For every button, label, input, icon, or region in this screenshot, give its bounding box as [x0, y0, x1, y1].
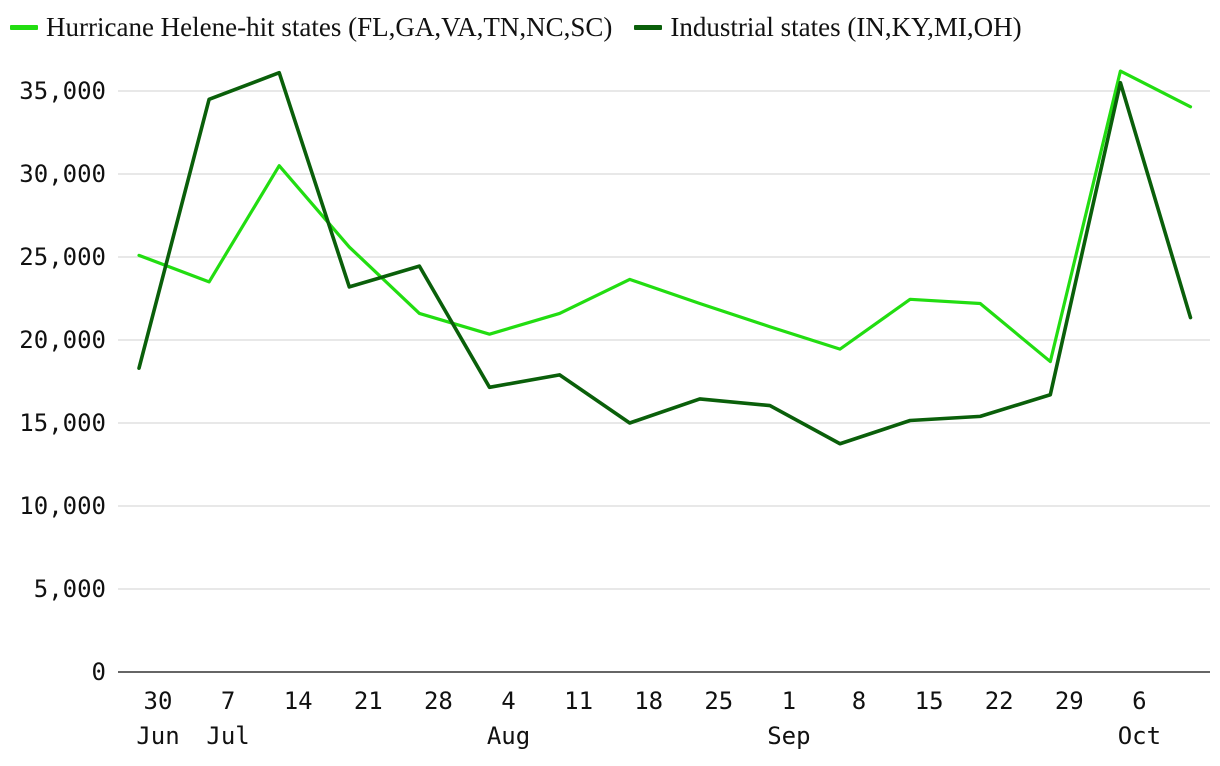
legend: Hurricane Helene-hit states (FL,GA,VA,TN…	[10, 12, 1044, 43]
y-tick-label: 5,000	[34, 575, 106, 603]
y-tick-label: 30,000	[19, 160, 106, 188]
legend-item-industrial: Industrial states (IN,KY,MI,OH)	[634, 12, 1022, 43]
x-tick-label: 29	[1055, 687, 1084, 715]
legend-label-industrial: Industrial states (IN,KY,MI,OH)	[670, 12, 1022, 42]
y-tick-label: 25,000	[19, 243, 106, 271]
x-tick-label: 21	[354, 687, 383, 715]
y-tick-label: 10,000	[19, 492, 106, 520]
y-tick-label: 35,000	[19, 77, 106, 105]
x-month-label: Aug	[487, 722, 530, 750]
x-tick-label: 7	[221, 687, 235, 715]
legend-label-helene: Hurricane Helene-hit states (FL,GA,VA,TN…	[46, 12, 613, 42]
x-tick-label: 14	[284, 687, 313, 715]
legend-swatch-industrial	[634, 25, 663, 30]
x-tick-label: 8	[852, 687, 866, 715]
x-tick-label: 25	[704, 687, 733, 715]
x-tick-label: 4	[501, 687, 515, 715]
x-tick-label: 28	[424, 687, 453, 715]
series-line-helene	[137, 69, 1193, 364]
x-tick-label: 6	[1132, 687, 1146, 715]
x-tick-label: 1	[782, 687, 796, 715]
y-tick-label: 20,000	[19, 326, 106, 354]
x-tick-label: 22	[985, 687, 1014, 715]
x-month-label: Jul	[206, 722, 249, 750]
series-line-industrial	[137, 70, 1193, 446]
x-month-label: Jun	[136, 722, 179, 750]
x-tick-label: 11	[564, 687, 593, 715]
legend-swatch-helene	[10, 25, 38, 30]
x-tick-label: 18	[634, 687, 663, 715]
x-tick-label: 30	[144, 687, 173, 715]
y-tick-label: 15,000	[19, 409, 106, 437]
legend-item-helene: Hurricane Helene-hit states (FL,GA,VA,TN…	[10, 12, 612, 43]
x-tick-label: 15	[915, 687, 944, 715]
y-tick-label: 0	[92, 658, 106, 686]
x-month-label: Sep	[767, 722, 810, 750]
x-month-label: Oct	[1118, 722, 1161, 750]
